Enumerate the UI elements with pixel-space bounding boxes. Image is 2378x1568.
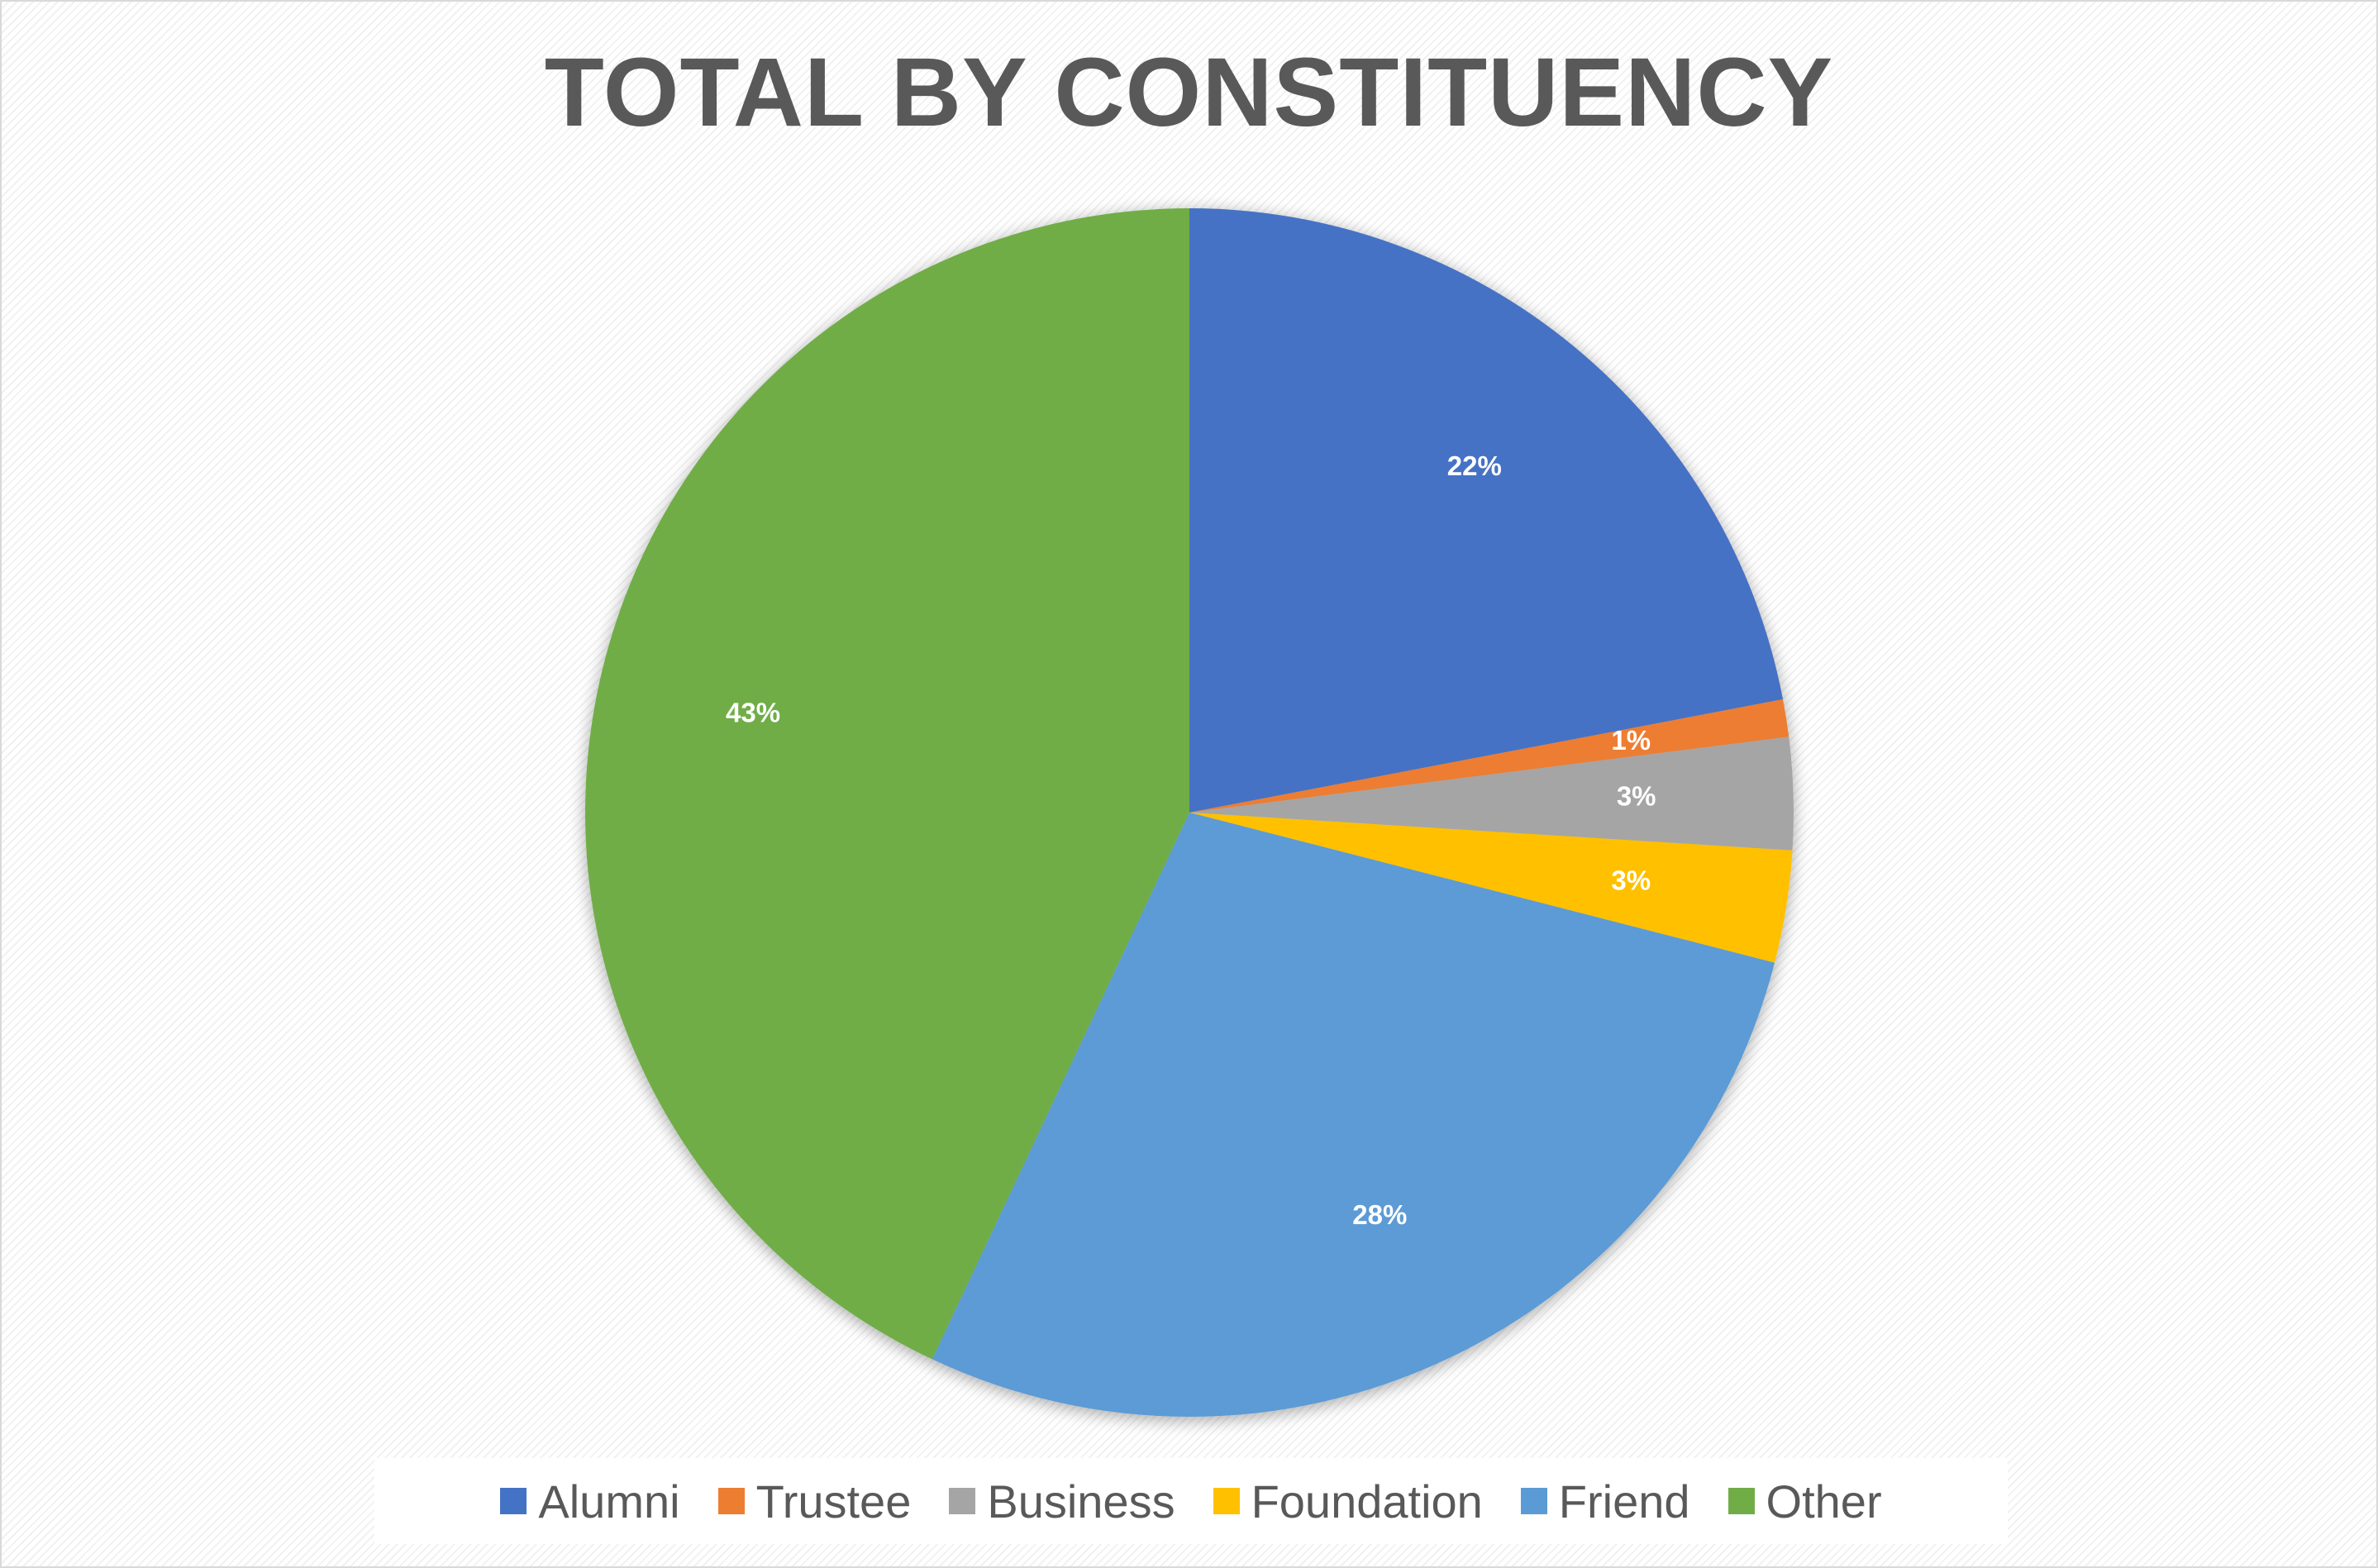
legend-swatch [1213, 1488, 1240, 1514]
data-label-friend: 28% [1352, 1199, 1407, 1230]
legend-label: Foundation [1251, 1475, 1483, 1527]
legend-item-foundation: Foundation [1213, 1475, 1483, 1528]
legend-item-trustee: Trustee [717, 1475, 912, 1528]
data-label-alumni: 22% [1447, 450, 1502, 481]
data-label-other: 43% [726, 698, 780, 728]
chart-title: TOTAL BY CONSTITUENCY [544, 38, 1834, 147]
legend-item-friend: Friend [1520, 1475, 1690, 1528]
legend-item-business: Business [949, 1475, 1175, 1528]
data-label-business: 3% [1617, 781, 1656, 812]
legend-swatch [717, 1488, 745, 1514]
legend-swatch [1728, 1488, 1755, 1514]
pie-slice-friend [932, 813, 1775, 1417]
pie-slice-other [584, 208, 1189, 1360]
pie-slice-alumni [1189, 208, 1784, 813]
legend-label: Alumni [538, 1475, 680, 1527]
pie-slice-trustee [1189, 699, 1789, 813]
legend-label: Business [987, 1475, 1175, 1527]
chart-legend: Alumni Trustee Business Foundation Friend Oth… [374, 1458, 2008, 1544]
legend-label: Trustee [755, 1475, 912, 1527]
legend-swatch [500, 1488, 527, 1514]
data-label-trustee: 1% [1611, 725, 1651, 755]
data-label-foundation: 3% [1611, 865, 1651, 895]
legend-swatch [949, 1488, 976, 1514]
legend-swatch [1520, 1488, 1547, 1514]
legend-item-other: Other [1728, 1475, 1882, 1528]
pie-slice-foundation [1189, 813, 1793, 963]
legend-label: Other [1766, 1475, 1882, 1527]
pie-slice-business [1189, 736, 1794, 851]
legend-item-alumni: Alumni [500, 1475, 680, 1528]
legend-label: Friend [1558, 1475, 1690, 1527]
